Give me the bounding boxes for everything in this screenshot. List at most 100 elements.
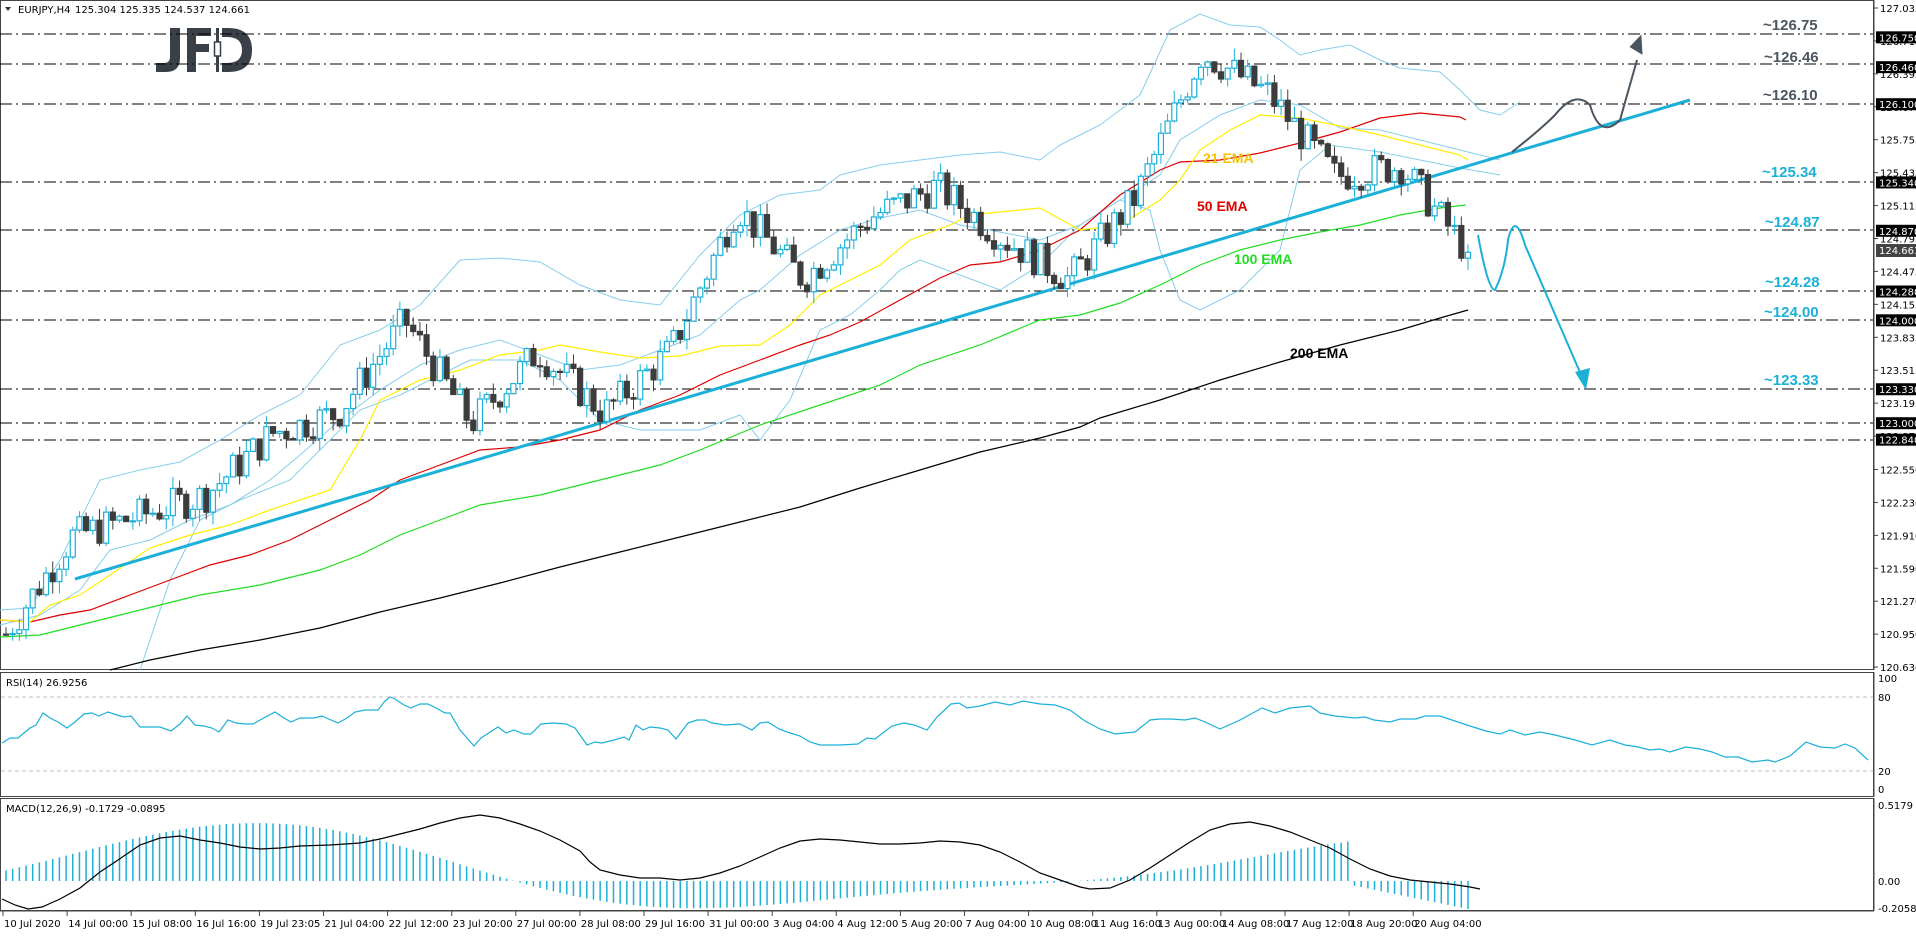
time-axis-label: 28 Jul 08:00 [581, 919, 641, 930]
main-panel-frame [0, 0, 1874, 670]
svg-text:0.5179: 0.5179 [1878, 801, 1913, 812]
ema-21-label: 21 EMA [1203, 150, 1254, 166]
triangle-down-icon[interactable] [5, 7, 11, 11]
time-axis-label: 21 Jul 04:00 [325, 919, 385, 930]
svg-text:100: 100 [1878, 674, 1897, 685]
svg-text:0: 0 [1878, 785, 1884, 796]
bollinger-middle [0, 99, 1501, 626]
time-axis[interactable]: 10 Jul 2020 14 Jul 00:00 15 Jul 08:00 16 Ju… [0, 910, 1874, 930]
bollinger-bands [0, 13, 1521, 671]
rsi-panel-frame [0, 672, 1874, 797]
time-axis-label: 29 Jul 16:00 [645, 919, 705, 930]
rsi-axis: 100 80 20 0 [1873, 672, 1897, 797]
time-axis-label: 10 Aug 08:00 [1030, 919, 1097, 930]
chart-header: EURJPY,H4 125.304 125.335 124.537 124.66… [5, 5, 250, 16]
price-tick-label: 125.115 [1880, 202, 1916, 213]
price-tag-label: 122.840 [1879, 436, 1916, 447]
price-tag [1876, 31, 1916, 44]
ohlc-values: 125.304 125.335 124.537 124.661 [75, 5, 250, 16]
rsi-panel: RSI(14) 26.9256 100 80 20 0 [1, 672, 1897, 797]
level-label: ~125.34 [1762, 164, 1817, 181]
price-tick-label: 126.395 [1880, 70, 1916, 81]
time-axis-label: 4 Aug 12:00 [837, 919, 898, 930]
rsi-label: RSI(14) 26.9256 [6, 678, 87, 689]
macd-signal-line [1, 814, 1481, 910]
price-tag-label: 123.000 [1879, 419, 1916, 430]
time-axis-label: 5 Aug 20:00 [901, 919, 962, 930]
price-tag-label: 125.340 [1879, 178, 1916, 189]
price-tick-label: 125.435 [1880, 169, 1916, 180]
time-axis-label: 19 Jul 23:05 [260, 919, 320, 930]
time-axis-label: 31 Jul 00:00 [709, 919, 769, 930]
bearish-scenario-arrow [1477, 225, 1590, 390]
time-axis-label: 14 Aug 08:00 [1222, 919, 1289, 930]
time-axis-label: 15 Jul 08:00 [132, 919, 192, 930]
price-tag-label: 126.100 [1879, 100, 1916, 111]
price-tick-label: 122.230 [1880, 498, 1916, 509]
symbol-label: EURJPY,H4 [18, 5, 71, 16]
price-tick-label: 125.755 [1880, 136, 1916, 147]
price-tick-label: 122.550 [1880, 466, 1916, 477]
level-label: ~123.33 [1764, 372, 1819, 389]
price-tag [1876, 285, 1916, 298]
time-axis-label: 11 Aug 16:00 [1094, 919, 1161, 930]
price-tag-label: 124.870 [1879, 227, 1916, 238]
level-label: ~124.87 [1765, 214, 1820, 231]
level-label: ~124.28 [1765, 274, 1820, 291]
price-tag [1876, 61, 1916, 74]
time-axis-label: 22 Jul 12:00 [389, 919, 449, 930]
bullish-scenario-arrow [1511, 34, 1643, 153]
price-tag [1876, 176, 1916, 189]
price-tag [1876, 98, 1916, 111]
price-tick-label: 121.270 [1880, 597, 1916, 608]
rsi-line [1, 696, 1869, 763]
level-labels: ~126.75 ~126.46 ~126.10 ~125.34 ~124.87 … [1762, 17, 1820, 389]
price-tag-label: 124.000 [1879, 316, 1916, 327]
ema-50-line [0, 112, 1467, 623]
price-tick-label: 124.795 [1880, 234, 1916, 245]
level-label: ~124.00 [1764, 304, 1819, 321]
price-tick-label: 123.515 [1880, 366, 1916, 377]
ema-200-label: 200 EMA [1290, 345, 1348, 361]
current-price-tag: 124.661 [1876, 244, 1916, 257]
price-tag [1876, 433, 1916, 446]
price-tag-label: 126.460 [1879, 63, 1916, 74]
price-tag-label: 126.750 [1879, 33, 1916, 44]
price-tick-label: 120.950 [1880, 630, 1916, 641]
time-axis-label: 23 Jul 20:00 [453, 919, 513, 930]
ema-50-label: 50 EMA [1197, 198, 1248, 214]
svg-text:20: 20 [1878, 767, 1891, 778]
level-label: ~126.46 [1764, 49, 1819, 66]
price-tag-label: 124.280 [1879, 287, 1916, 298]
candlesticks [2, 48, 1472, 641]
time-axis-label: 18 Aug 20:00 [1350, 919, 1417, 930]
bollinger-upper [0, 13, 1521, 611]
time-axis-label: 10 Jul 2020 [4, 919, 61, 930]
price-tick-label: 127.035 [1880, 4, 1916, 15]
time-axis-label: 20 Aug 04:00 [1414, 919, 1481, 930]
time-axis-label: 17 Aug 12:00 [1286, 919, 1353, 930]
ema-21-line [0, 114, 1469, 623]
time-axis-label: 7 Aug 04:00 [966, 919, 1027, 930]
time-axis-label: 14 Jul 00:00 [68, 919, 128, 930]
level-label: ~126.10 [1763, 87, 1818, 104]
price-axis[interactable]: 127.035126.715126.395126.075125.755125.4… [1873, 0, 1916, 674]
svg-text:-0.2058: -0.2058 [1878, 904, 1916, 915]
current-price-label: 124.661 [1879, 246, 1916, 257]
svg-text:0.00: 0.00 [1878, 877, 1900, 888]
time-axis-label: 27 Jul 00:00 [517, 919, 577, 930]
time-axis-label: 16 Jul 16:00 [196, 919, 256, 930]
level-label: ~126.75 [1763, 17, 1818, 34]
price-tag [1876, 314, 1916, 327]
ema-200-line [109, 309, 1469, 671]
price-tick-label: 124.475 [1880, 267, 1916, 278]
price-tag [1876, 383, 1916, 396]
macd-label: MACD(12,26,9) -0.1729 -0.0895 [6, 804, 166, 815]
ema-100-line [0, 204, 1467, 638]
macd-panel-frame [0, 798, 1874, 911]
price-tag [1876, 417, 1916, 430]
price-tick-label: 121.590 [1880, 564, 1916, 575]
price-tick-label: 123.195 [1880, 399, 1916, 410]
level-lines [0, 33, 1873, 441]
